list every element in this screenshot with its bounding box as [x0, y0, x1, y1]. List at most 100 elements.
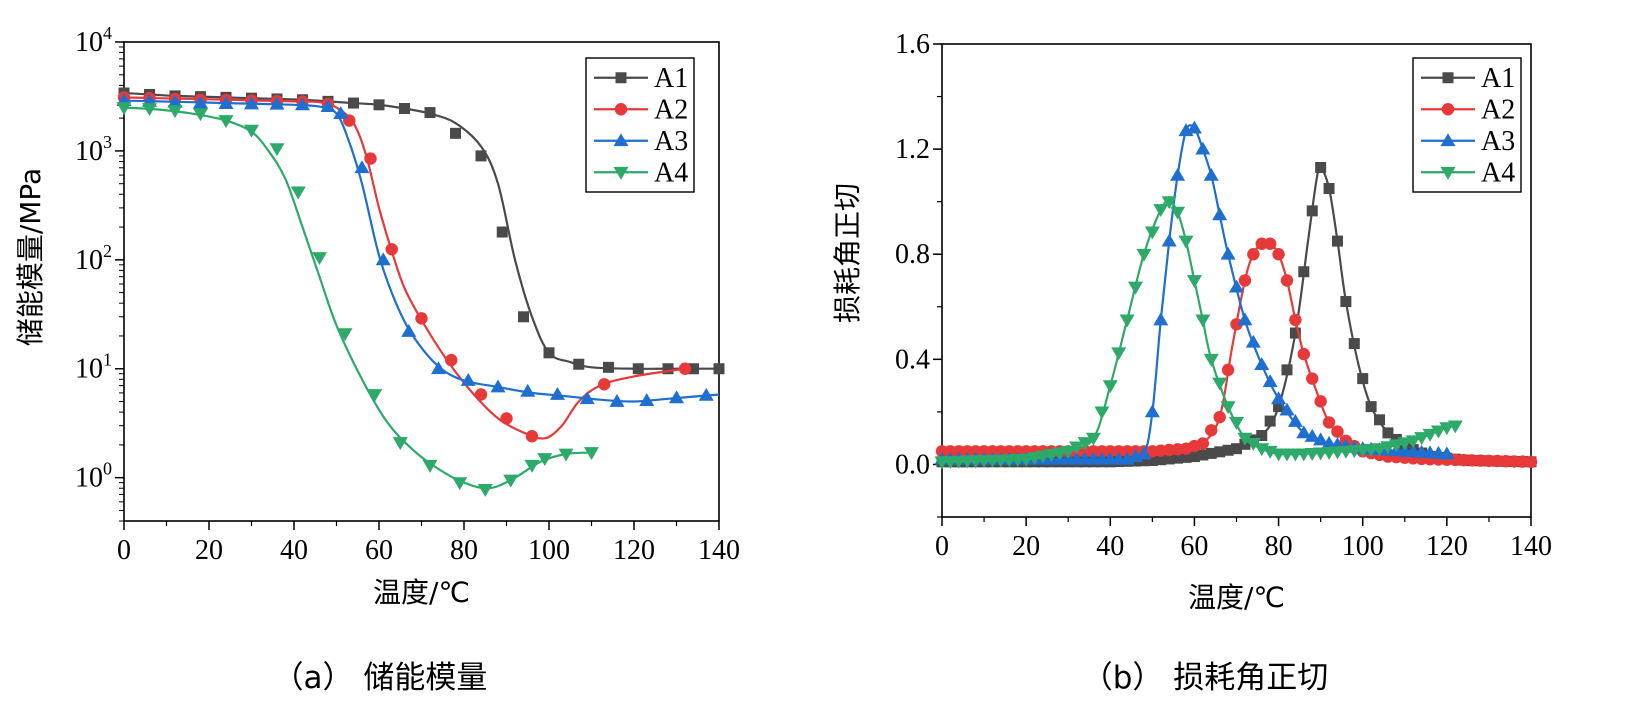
data-point-a1 — [475, 150, 487, 162]
x-tick-label: 120 — [1426, 531, 1468, 562]
legend-label-a3: A3 — [1481, 126, 1515, 157]
data-point-a3 — [1195, 141, 1211, 155]
data-point-a4 — [290, 186, 306, 200]
y-tick-base: 10 — [75, 136, 103, 167]
data-point-a3 — [1287, 414, 1303, 427]
data-point-a1 — [348, 97, 359, 109]
y-tick-label: 100 — [75, 459, 112, 494]
data-point-a1 — [1348, 338, 1360, 350]
data-point-a1 — [399, 103, 410, 115]
data-point-a4 — [312, 252, 327, 266]
data-point-a2 — [1280, 274, 1294, 287]
data-point-a3 — [1313, 432, 1329, 446]
data-point-a2 — [1272, 248, 1285, 261]
legend-label-a3: A3 — [654, 126, 688, 157]
data-point-a3 — [1439, 446, 1455, 460]
data-point-a2 — [598, 378, 611, 391]
data-point-a1 — [1214, 446, 1226, 458]
y-tick-label: 101 — [75, 350, 112, 385]
data-point-a1 — [450, 127, 461, 139]
data-point-a3 — [698, 387, 714, 401]
data-point-a4 — [1220, 401, 1236, 415]
data-point-a4 — [1094, 406, 1110, 420]
data-point-a4 — [1136, 248, 1152, 262]
data-point-a3 — [1304, 428, 1320, 442]
data-point-a4 — [392, 437, 408, 451]
data-point-a4 — [1186, 275, 1202, 288]
data-point-a4 — [477, 484, 493, 497]
data-point-a1 — [1163, 453, 1175, 465]
data-point-a2 — [1306, 372, 1319, 385]
data-point-a3 — [1254, 357, 1270, 370]
data-point-a1 — [1146, 455, 1158, 467]
y-tick-label: 0.4 — [895, 344, 930, 375]
data-point-a4 — [1388, 439, 1404, 453]
data-point-a4 — [142, 103, 157, 117]
y-tick-base: 10 — [75, 245, 103, 276]
legend-marker-a1 — [1442, 72, 1454, 84]
data-point-a3 — [1144, 404, 1160, 418]
data-point-a4 — [1111, 347, 1127, 361]
data-point-a2 — [415, 312, 428, 325]
data-point-a1 — [1357, 373, 1369, 385]
x-tick-label: 140 — [698, 535, 740, 566]
data-point-a1 — [573, 358, 585, 370]
legend-label-a4: A4 — [654, 157, 688, 188]
data-point-a1 — [373, 99, 385, 111]
data-point-a4 — [244, 124, 259, 138]
data-point-a1 — [1298, 266, 1310, 278]
x-tick-label: 60 — [365, 535, 393, 566]
data-point-a1 — [1273, 401, 1285, 413]
data-point-a1 — [632, 363, 644, 375]
y-tick-base: 10 — [75, 354, 103, 385]
data-point-a1 — [1382, 427, 1394, 439]
data-point-a4 — [537, 453, 553, 466]
data-point-a3 — [490, 379, 506, 393]
data-point-a3 — [320, 99, 336, 113]
data-point-a3 — [1203, 167, 1219, 181]
x-tick-label: 100 — [528, 535, 570, 566]
x-tick-label: 140 — [1510, 531, 1552, 562]
data-point-a1 — [543, 347, 555, 359]
data-point-a1 — [1180, 451, 1192, 463]
data-point-a4 — [1085, 432, 1101, 446]
data-point-a3 — [1237, 312, 1253, 326]
data-point-a3 — [295, 97, 310, 111]
x-tick-label: 80 — [450, 535, 478, 566]
data-point-a2 — [1238, 274, 1252, 287]
data-point-a1 — [603, 361, 614, 373]
data-point-a3 — [1161, 233, 1177, 247]
y-tick-exponent: 2 — [103, 241, 112, 261]
data-point-a4 — [1128, 281, 1144, 295]
legend-marker-a2 — [1441, 103, 1455, 116]
data-point-a4 — [1203, 353, 1219, 367]
data-point-a2 — [678, 362, 692, 375]
y-axis-title: 损耗角正切 — [831, 183, 864, 323]
legend-marker-a1 — [615, 72, 627, 84]
data-point-a2 — [1289, 313, 1302, 327]
y-tick-exponent: 1 — [103, 350, 112, 370]
data-point-a4 — [1422, 428, 1438, 442]
data-point-a2 — [1230, 318, 1243, 331]
y-tick-label: 0.0 — [895, 449, 930, 480]
data-point-a2 — [1297, 347, 1311, 361]
data-point-a3 — [244, 96, 259, 110]
data-point-a4 — [503, 474, 519, 488]
x-tick-label: 60 — [1180, 531, 1208, 562]
data-point-a3 — [375, 252, 391, 266]
x-tick-label: 80 — [1265, 531, 1293, 562]
data-point-a4 — [452, 477, 468, 491]
x-axis-title: 温度/℃ — [373, 576, 470, 609]
data-point-a4 — [269, 143, 285, 157]
y-tick-label: 0.8 — [895, 239, 930, 270]
legend-marker-a3 — [1440, 133, 1456, 147]
data-point-a3 — [431, 361, 446, 375]
data-point-a3 — [1212, 207, 1228, 221]
data-point-a3 — [1245, 334, 1261, 348]
data-point-a1 — [518, 311, 529, 323]
data-point-a3 — [579, 391, 595, 405]
data-point-a4 — [167, 105, 183, 118]
data-point-a1 — [713, 363, 725, 375]
data-point-a2 — [1322, 416, 1336, 429]
